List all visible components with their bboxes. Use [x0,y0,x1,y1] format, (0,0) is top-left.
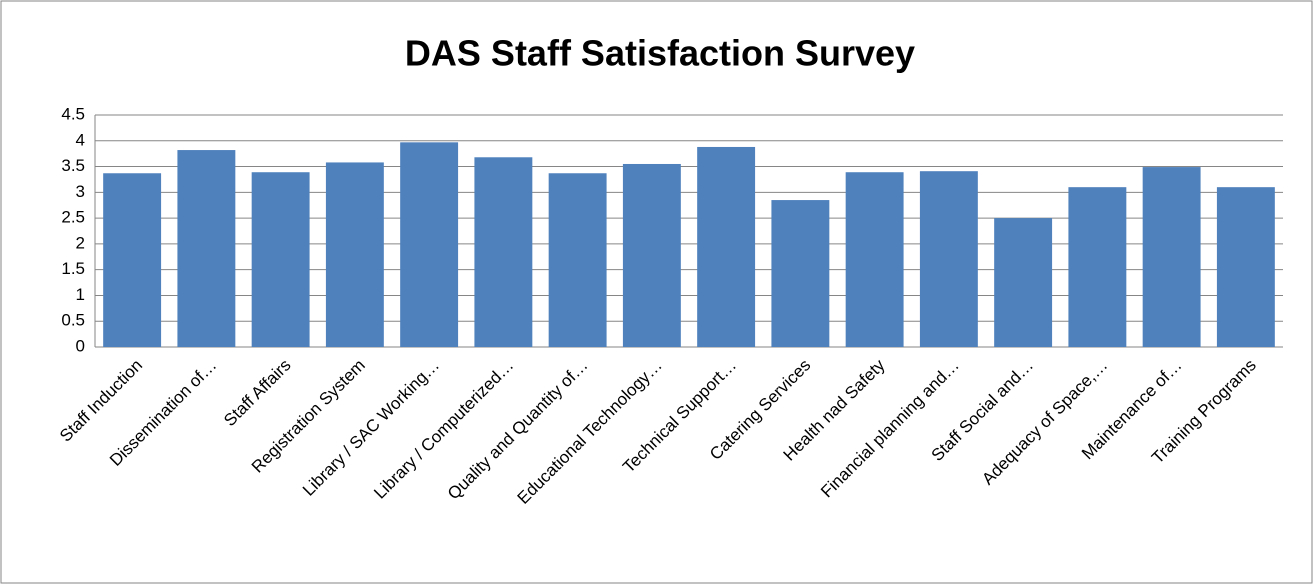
y-tick-label: 2.5 [61,208,85,227]
y-tick-label: 4.5 [61,104,85,123]
bar [1142,167,1201,347]
bar [845,172,904,347]
bar [548,173,607,347]
chart-title: DAS Staff Satisfaction Survey [405,33,915,74]
y-tick-label: 1 [76,285,85,304]
bar [251,172,310,347]
y-tick-label: 0 [76,336,85,355]
bar [919,171,978,347]
y-tick-label: 0.5 [61,311,85,330]
bar [1068,187,1127,347]
bar [994,218,1053,347]
bar [474,157,533,347]
bar [771,200,830,347]
bar [400,142,459,347]
y-tick-label: 3 [76,182,85,201]
y-tick-label: 4 [76,130,85,149]
y-tick-label: 2 [76,233,85,252]
bar [103,173,162,347]
bar [1216,187,1275,347]
bar [697,146,756,347]
y-tick-label: 3.5 [61,156,85,175]
bar [325,162,384,347]
bar [622,163,681,347]
bar [177,150,236,347]
y-tick-label: 1.5 [61,259,85,278]
